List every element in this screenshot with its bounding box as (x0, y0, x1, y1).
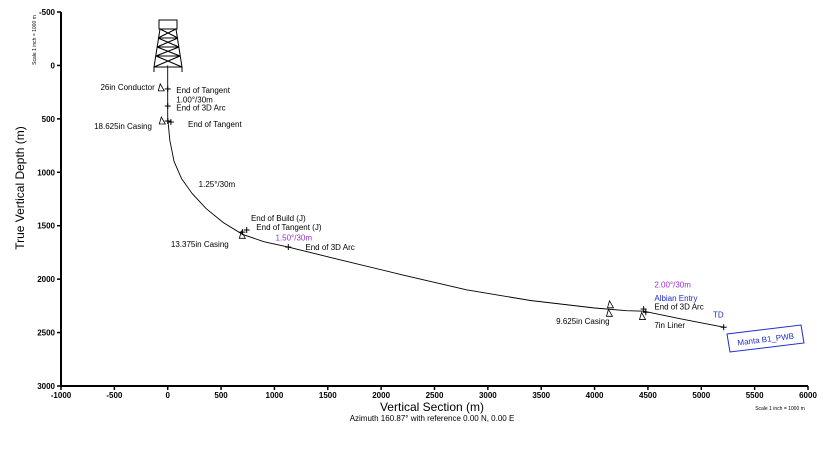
survey-marker (720, 324, 727, 331)
x-tick-label: 3500 (532, 391, 550, 400)
x-axis-label: Vertical Section (m) (380, 400, 484, 414)
survey-marker (164, 103, 171, 110)
annotation-label: Albian Entry (654, 294, 697, 303)
survey-marker (243, 226, 250, 233)
x-tick-group: -1000 -500 0 500 1000 1500 2000 2500 3000 3500 400… (51, 386, 817, 400)
y-tick-label: 1000 (37, 168, 55, 177)
y-tick-label: 3000 (37, 382, 55, 391)
drilling-rig-icon (153, 19, 183, 72)
annotation-label: End of 3D Arc (654, 302, 703, 311)
x-tick-label: 5000 (692, 391, 710, 400)
casing-shoe-marker (638, 311, 647, 320)
y-tick-group: -500 0 500 1000 1500 2000 2500 3000 (37, 8, 61, 391)
well-trajectory-line (167, 65, 724, 328)
survey-marker (167, 119, 174, 126)
x-tick-label: 2500 (426, 391, 444, 400)
casing-shoe-marker (158, 115, 167, 125)
annotation-label: 1.50°/30m (275, 233, 312, 242)
casing-shoe-marker (605, 308, 614, 317)
annotation-label: 26in Conductor (100, 83, 155, 92)
annotation-group: 26in Conductor End of Tangent1.00°/30mEnd… (94, 83, 724, 330)
survey-marker (640, 306, 647, 313)
y-tick-label: 2000 (37, 275, 55, 284)
x-tick-label: 1000 (266, 391, 284, 400)
annotation-label: TD (713, 310, 724, 319)
x-tick-label: -1000 (51, 391, 72, 400)
x-tick-label: 500 (214, 391, 228, 400)
x-tick-label: -500 (106, 391, 123, 400)
casing-shoe-marker (157, 82, 165, 92)
annotation-label: 7in Liner (654, 321, 685, 330)
annotation-label: 13.375in Casing (171, 240, 229, 249)
x-tick-label: 5500 (746, 391, 764, 400)
bottom-scale-note: Scale 1 inch = 1000 m (755, 406, 805, 412)
annotation-label: 1.25°/30m (199, 180, 236, 189)
annotation-label: End of Tangent (J) (256, 223, 322, 232)
casing-shoe-marker (238, 230, 247, 239)
annotation-label: End of 3D Arc (176, 104, 225, 113)
annotation-label: 9.625in Casing (556, 317, 609, 326)
well-name-label: Manta B1_PWB (726, 324, 805, 353)
chart-subtitle: Azimuth 160.87° with reference 0.00 N, 0… (350, 414, 515, 423)
annotation-label: End of Tangent (176, 86, 230, 95)
annotation-label: End of Build (J) (251, 214, 306, 223)
annotation-label: 18.625in Casing (94, 122, 152, 131)
annotation-label: 1.00°/30m (176, 96, 213, 105)
casing-shoe-marker (606, 299, 615, 309)
x-tick-label: 4000 (586, 391, 604, 400)
annotation-label: 2.00°/30m (654, 280, 691, 289)
x-tick-label: 1500 (319, 391, 337, 400)
annotation-label: End of Tangent (188, 120, 242, 129)
y-tick-label: 2500 (37, 329, 55, 338)
survey-marker-group (164, 85, 727, 331)
survey-marker (239, 229, 246, 236)
left-scale-note: Scale 1 inch = 1000 m (32, 15, 38, 65)
survey-marker (285, 244, 292, 251)
x-tick-label: 2000 (372, 391, 390, 400)
y-tick-label: 0 (51, 61, 56, 70)
x-tick-label: 4500 (639, 391, 657, 400)
y-axis-label: True Vertical Depth (m) (13, 126, 27, 250)
y-tick-label: 500 (42, 115, 56, 124)
x-tick-label: 6000 (799, 391, 817, 400)
x-tick-label: 3000 (479, 391, 497, 400)
y-tick-label: 1500 (37, 222, 55, 231)
x-tick-label: 0 (165, 391, 170, 400)
casing-shoe-group (157, 82, 647, 320)
survey-marker (164, 85, 171, 92)
y-tick-label: -500 (39, 8, 56, 17)
survey-marker (642, 309, 649, 316)
survey-marker (164, 117, 171, 124)
annotation-label: End of 3D Arc (305, 243, 354, 252)
